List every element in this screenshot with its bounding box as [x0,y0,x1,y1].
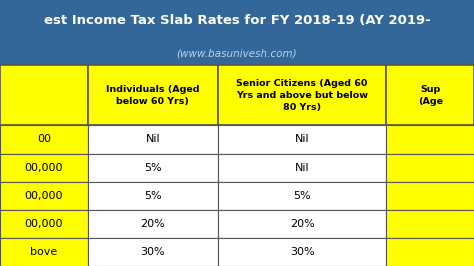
Bar [88,126,218,153]
Bar [386,153,474,182]
Text: Nil: Nil [295,135,310,144]
Bar [0,126,88,153]
Text: (www.basunivesh.com): (www.basunivesh.com) [177,48,297,59]
Text: 30%: 30% [290,247,314,257]
Text: 30%: 30% [141,247,165,257]
Bar [0,210,88,238]
Bar [218,126,386,153]
Bar [88,182,218,210]
Bar [0,65,88,126]
Text: Sup
(Age: Sup (Age [418,85,443,106]
Bar [386,238,474,266]
Bar [386,182,474,210]
Bar [386,126,474,153]
Bar [0,238,88,266]
Bar [0,182,88,210]
Bar [88,238,218,266]
Bar [218,153,386,182]
Bar [218,182,386,210]
Text: Nil: Nil [146,135,160,144]
Text: Nil: Nil [295,163,310,173]
Text: 5%: 5% [144,191,162,201]
Bar [386,65,474,126]
Text: est Income Tax Slab Rates for FY 2018-19 (AY 2019-: est Income Tax Slab Rates for FY 2018-19… [44,14,430,27]
Bar [88,153,218,182]
Text: Senior Citizens (Aged 60
Yrs and above but below
80 Yrs): Senior Citizens (Aged 60 Yrs and above b… [236,79,368,112]
Text: 00,000: 00,000 [25,163,63,173]
Text: bove: bove [30,247,57,257]
Text: 00,000: 00,000 [25,219,63,229]
Bar [0,153,88,182]
Bar [218,238,386,266]
Text: 5%: 5% [293,191,311,201]
Bar [88,65,218,126]
Text: 20%: 20% [290,219,315,229]
Text: Individuals (Aged
below 60 Yrs): Individuals (Aged below 60 Yrs) [106,85,200,106]
Text: 5%: 5% [144,163,162,173]
Text: 00: 00 [37,135,51,144]
Bar [88,210,218,238]
Bar [386,210,474,238]
Bar [218,210,386,238]
Text: 00,000: 00,000 [25,191,63,201]
Text: 20%: 20% [140,219,165,229]
Bar [218,65,386,126]
